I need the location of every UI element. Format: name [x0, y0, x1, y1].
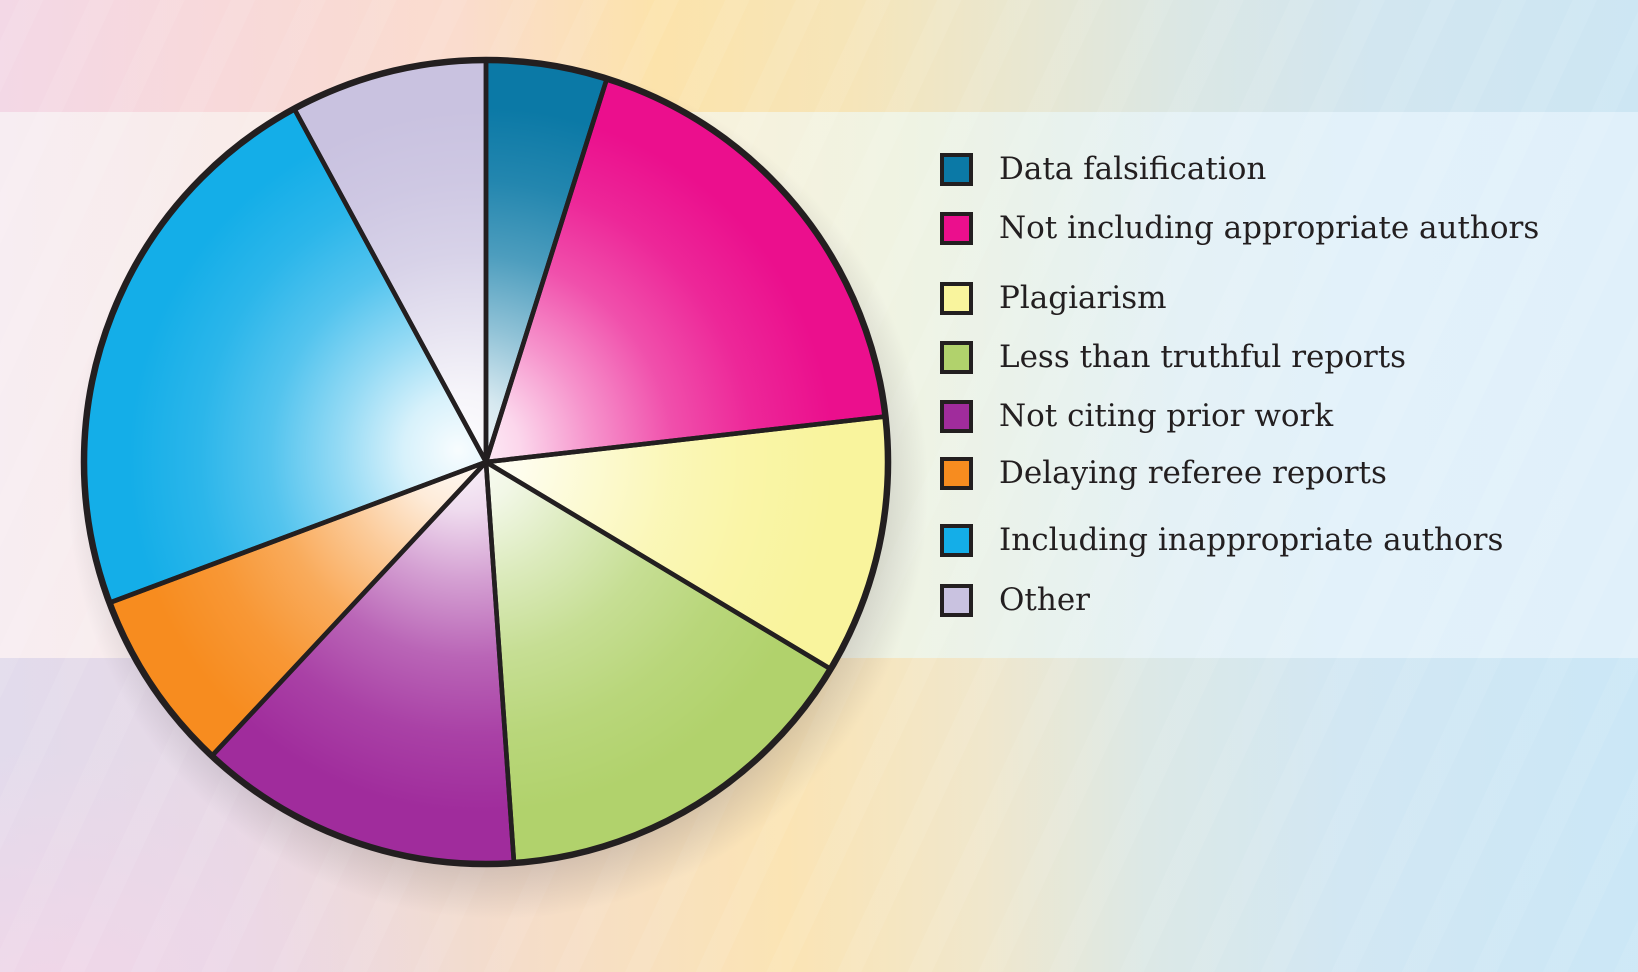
legend-item-not-citing-prior-work: Not citing prior work	[940, 400, 1333, 433]
legend-item-not-including-appropriate-authors: Not including appropriate authors	[940, 212, 1539, 245]
legend-label: Plagiarism	[999, 280, 1167, 316]
legend-item-other: Other	[940, 584, 1090, 617]
legend-swatch-not-citing-prior-work	[940, 400, 973, 433]
background-band-top	[0, 0, 1638, 112]
legend-item-including-inappropriate-authors: Including inappropriate authors	[940, 524, 1503, 557]
legend-item-data-falsification: Data falsification	[940, 153, 1266, 186]
pie-outline	[80, 56, 892, 868]
legend-swatch-data-falsification	[940, 153, 973, 186]
legend-label: Data falsification	[999, 151, 1267, 187]
legend-label: Less than truthful reports	[999, 339, 1407, 375]
legend-label: Not citing prior work	[999, 398, 1334, 434]
legend-swatch-less-than-truthful-reports	[940, 341, 973, 374]
legend-swatch-plagiarism	[940, 282, 973, 315]
legend-swatch-including-inappropriate-authors	[940, 524, 973, 557]
legend-label: Including inappropriate authors	[999, 522, 1504, 558]
legend-swatch-delaying-referee-reports	[940, 457, 973, 490]
legend-item-plagiarism: Plagiarism	[940, 282, 1167, 315]
legend-label: Not including appropriate authors	[999, 210, 1540, 246]
legend-swatch-not-including-appropriate-authors	[940, 212, 973, 245]
legend-item-less-than-truthful-reports: Less than truthful reports	[940, 341, 1406, 374]
legend-swatch-other	[940, 584, 973, 617]
legend: Data falsification Not including appropr…	[940, 0, 1580, 972]
legend-item-delaying-referee-reports: Delaying referee reports	[940, 457, 1387, 490]
legend-label: Other	[999, 582, 1091, 618]
legend-label: Delaying referee reports	[999, 455, 1387, 491]
